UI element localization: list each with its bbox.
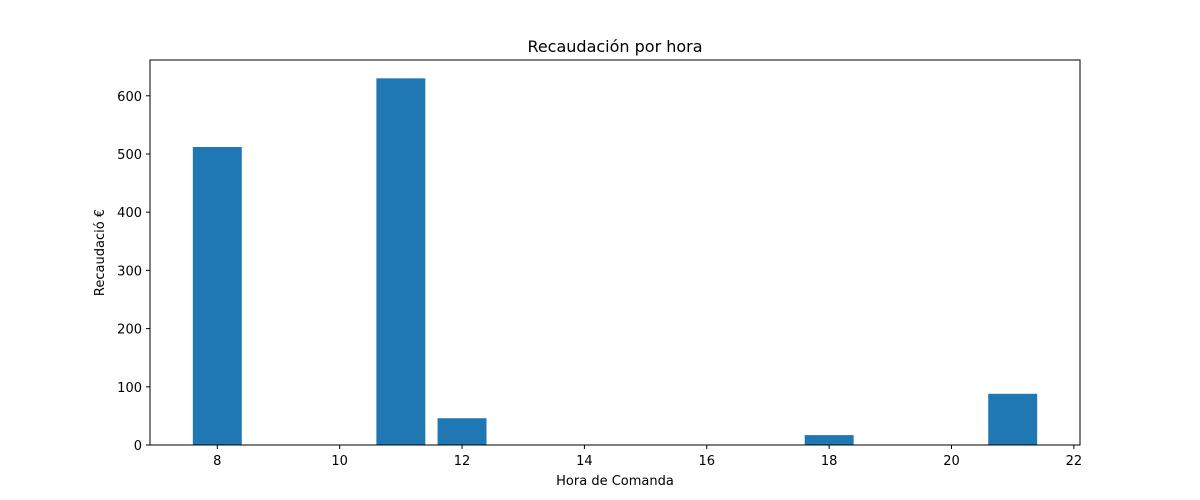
x-tick-label: 18 <box>821 454 838 469</box>
y-tick-label: 100 <box>117 381 142 396</box>
bar-hour-8 <box>192 147 242 445</box>
bar-hour-21 <box>988 393 1038 445</box>
bar-hour-11 <box>376 78 426 445</box>
y-tick-label: 200 <box>117 323 142 338</box>
y-tick-label: 300 <box>117 264 142 279</box>
x-tick-label: 12 <box>454 454 471 469</box>
bar-hour-18 <box>804 435 854 445</box>
bar-hour-12 <box>437 418 487 445</box>
y-tick-label: 400 <box>117 206 142 221</box>
x-axis-label: Hora de Comanda <box>556 474 674 489</box>
bars-group <box>192 78 1038 445</box>
y-axis: 0 100 200 300 400 500 600 <box>117 90 150 454</box>
plot-frame <box>149 59 1081 446</box>
x-tick-label: 8 <box>213 454 221 469</box>
x-tick-label: 22 <box>1066 454 1083 469</box>
y-tick-label: 500 <box>117 148 142 163</box>
x-tick-label: 10 <box>331 454 348 469</box>
x-tick-label: 20 <box>943 454 960 469</box>
y-tick-label: 0 <box>134 439 142 454</box>
chart-title: Recaudación por hora <box>527 37 702 56</box>
x-tick-label: 14 <box>576 454 593 469</box>
y-tick-label: 600 <box>117 90 142 105</box>
y-axis-label: Recaudació € <box>93 209 108 296</box>
x-tick-label: 16 <box>699 454 716 469</box>
x-axis: 8 10 12 14 16 18 20 22 <box>213 445 1082 469</box>
